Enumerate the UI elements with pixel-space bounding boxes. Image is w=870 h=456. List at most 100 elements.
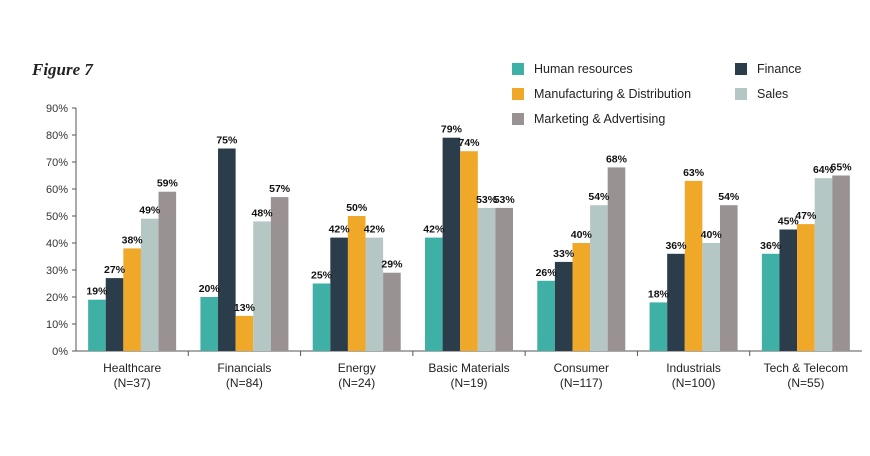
bar (442, 137, 461, 351)
data-label: 54% (588, 191, 610, 203)
data-label: 13% (234, 302, 256, 314)
legend-swatch (735, 88, 747, 100)
bar (667, 253, 685, 351)
y-tick-label: 50% (46, 211, 68, 223)
chart-legend: Human resources Manufacturing & Distribut… (512, 62, 802, 126)
legend-label: Finance (757, 62, 802, 76)
data-label: 79% (441, 124, 463, 136)
bar (218, 148, 236, 351)
category-label: Financials (217, 361, 271, 375)
category-n-label: (N=37) (114, 376, 151, 390)
bar (425, 237, 443, 351)
data-label: 42% (329, 224, 351, 236)
chart-data-labels: 19% 27% 38% 49% 59% 20% 75% 13% 48% 57% 25% 42% 50% 4… (86, 124, 852, 314)
data-label: 49% (139, 205, 161, 217)
data-label: 59% (157, 178, 179, 190)
bar (495, 207, 513, 351)
bar (649, 302, 668, 351)
bar (684, 180, 703, 351)
data-label: 54% (718, 191, 740, 203)
data-label: 33% (553, 248, 575, 260)
data-label: 20% (199, 283, 221, 295)
bar (719, 205, 738, 351)
bar (158, 191, 177, 351)
data-label: 38% (122, 234, 144, 246)
category-n-label: (N=55) (787, 376, 824, 390)
y-tick-label: 20% (46, 292, 68, 304)
bar (460, 151, 478, 351)
data-label: 53% (494, 194, 516, 206)
bar (105, 278, 124, 351)
category-label: Consumer (554, 361, 609, 375)
bar (572, 243, 591, 351)
category-n-label: (N=117) (560, 376, 603, 390)
y-tick-label: 40% (46, 238, 68, 250)
bar (88, 299, 106, 351)
bar (365, 237, 384, 351)
data-label: 75% (216, 135, 238, 147)
bar (270, 197, 289, 351)
legend-swatch (512, 63, 524, 75)
bar (832, 175, 850, 351)
legend-label: Manufacturing & Distribution (534, 87, 691, 101)
data-label: 57% (269, 183, 291, 195)
y-tick-label: 0% (52, 346, 68, 358)
legend-label: Human resources (534, 62, 633, 76)
data-label: 26% (536, 267, 558, 279)
y-tick-label: 30% (46, 265, 68, 277)
data-label: 29% (381, 259, 403, 271)
legend-swatch (735, 63, 747, 75)
bar (312, 283, 331, 351)
legend-label: Sales (757, 87, 788, 101)
data-label: 19% (86, 286, 108, 298)
data-label: 53% (476, 194, 498, 206)
category-label: Healthcare (103, 361, 161, 375)
y-tick-label: 10% (46, 319, 68, 331)
bar (477, 207, 496, 351)
bar (779, 229, 798, 351)
category-n-label: (N=24) (338, 376, 375, 390)
bar (814, 178, 833, 351)
bar (761, 253, 780, 351)
legend-label: Marketing & Advertising (534, 112, 665, 126)
category-n-label: (N=84) (226, 376, 263, 390)
figure-label: Figure 7 (32, 60, 93, 79)
bar (235, 315, 254, 351)
bar (383, 272, 401, 351)
bar (537, 280, 555, 351)
bar (607, 167, 626, 351)
data-label: 63% (683, 167, 705, 179)
data-label: 40% (571, 229, 593, 241)
data-label: 42% (423, 224, 445, 236)
y-tick-label: 70% (46, 157, 68, 169)
chart-axes: 0% 10% 20% 30% 40% 50% 60% 70% 80% 90% (46, 103, 862, 358)
data-label: 64% (813, 164, 835, 176)
data-label: 45% (778, 216, 800, 228)
category-n-label: (N=100) (672, 376, 716, 390)
y-tick-label: 60% (46, 184, 68, 196)
data-label: 27% (104, 264, 126, 276)
y-tick-label: 80% (46, 130, 68, 142)
data-label: 25% (311, 270, 333, 282)
bar (590, 205, 608, 351)
bar (140, 218, 159, 351)
data-label: 74% (458, 137, 480, 149)
bar (123, 248, 141, 351)
chart-bars (88, 137, 850, 351)
data-label: 65% (831, 162, 853, 174)
bar (330, 237, 348, 351)
legend-swatch (512, 113, 524, 125)
data-label: 42% (364, 224, 386, 236)
data-label: 47% (795, 210, 817, 222)
bar (253, 221, 271, 351)
chart-category-labels: Healthcare(N=37)Financials(N=84)Energy(N… (103, 361, 848, 390)
data-label: 36% (665, 240, 687, 252)
category-label: Energy (338, 361, 376, 375)
bar (200, 297, 219, 351)
bar (347, 216, 366, 351)
category-label: Industrials (666, 361, 721, 375)
data-label: 68% (606, 153, 628, 165)
data-label: 40% (701, 229, 723, 241)
legend-swatch (512, 88, 524, 100)
